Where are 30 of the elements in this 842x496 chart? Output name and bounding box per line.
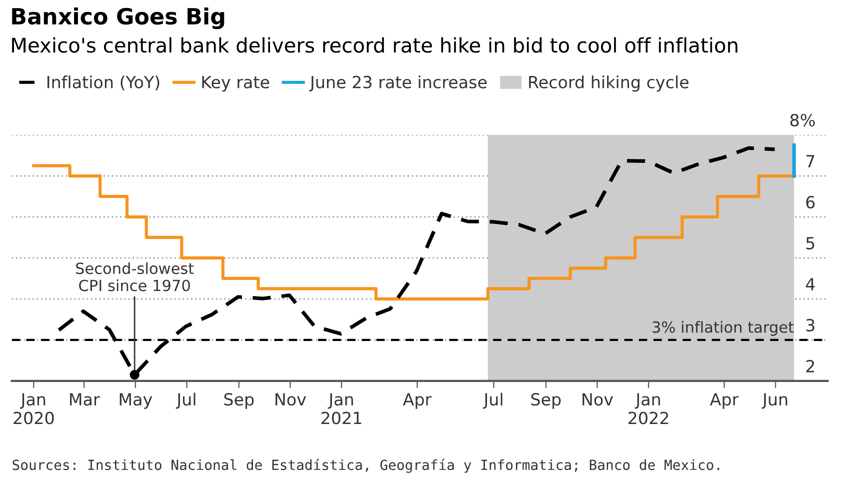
x-tick-label: Mar (70, 393, 100, 406)
chart-subtitle: Mexico's central bank delivers record rate hike in bid to cool off inflation (12, 37, 738, 53)
x-tick-label: Jan 2022 (628, 393, 668, 424)
ref-line-label: 3% inflation target (652, 321, 794, 336)
y-tick-label: 7 (806, 155, 814, 168)
x-tick-label: Jul (176, 392, 196, 409)
x-tick-label: Apr (402, 393, 432, 409)
legend-label: Record hiking cycle (529, 76, 688, 92)
y-tick-label: 5 (806, 237, 814, 250)
x-tick-label: Sep (531, 393, 561, 409)
y-tick-label: 8% (790, 114, 815, 126)
legend-label: Key rate (202, 76, 270, 92)
y-tick-label: 4 (806, 278, 815, 290)
x-tick-label: May (120, 393, 152, 409)
x-tick-label: Jul (482, 392, 502, 409)
x-tick-label: Nov (276, 393, 306, 406)
chart-title: Banxico Goes Big (12, 7, 224, 30)
source-note: Sources: Instituto Nacional de Estadística, Geografía y Informatica; Banco de Mexico. (12, 458, 720, 473)
x-tick-label: Jun (762, 393, 788, 409)
x-tick-label: Nov (582, 393, 613, 406)
x-tick-label: Jan 2021 (322, 393, 362, 424)
legend-label: June 23 rate increase (309, 76, 487, 92)
annotation: Second-slowest CPI since 1970 (76, 262, 194, 292)
y-tick-label: 3 (806, 318, 814, 332)
y-tick-label: 2 (806, 360, 814, 372)
y-tick-label: 6 (806, 196, 815, 208)
x-tick-label: Jan 2020 (14, 393, 54, 424)
x-tick-label: Apr (710, 393, 739, 409)
legend-label: Inflation (YoY) (48, 76, 160, 90)
x-tick-label: Sep (224, 393, 254, 409)
